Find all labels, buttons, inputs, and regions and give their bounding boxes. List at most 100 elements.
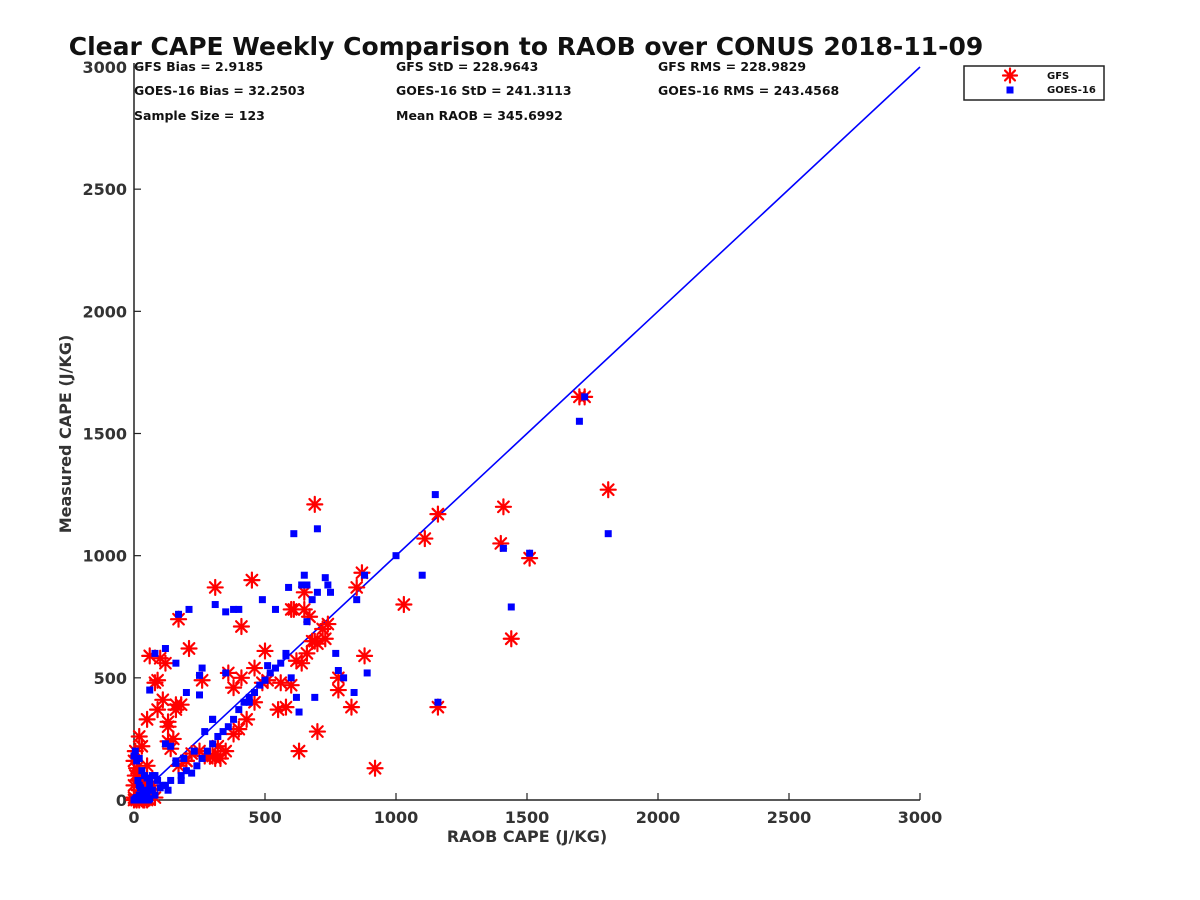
goes-16-point — [251, 688, 259, 696]
gfs-point — [238, 710, 256, 728]
legend-goes-16-label: GOES-16 — [1047, 85, 1096, 96]
y-tick-label: 2500 — [82, 180, 127, 199]
goes-16-point — [277, 659, 285, 667]
goes-16-point — [146, 686, 154, 694]
goes-16-point — [130, 752, 138, 760]
goes-16-point — [135, 781, 143, 789]
gfs-point — [319, 615, 337, 633]
gfs-point — [211, 749, 230, 768]
goes-16-point — [292, 693, 300, 701]
legend-gfs-asterisk — [1001, 67, 1019, 84]
goes-16-point — [146, 776, 154, 784]
gfs-point — [395, 595, 413, 614]
gfs-point — [159, 713, 177, 731]
goes-16-point — [313, 525, 321, 533]
goes-16-point — [161, 740, 169, 748]
legend-goes-16-marker — [1006, 86, 1014, 94]
y-axis-ticks: 0 500 1000 1500 2000 2500 3000 — [82, 58, 141, 810]
goes-16-point — [198, 664, 206, 672]
x-axis-label: RAOB CAPE (J/KG) — [447, 827, 607, 846]
gfs-point — [293, 654, 311, 672]
x-tick-label: 500 — [248, 808, 281, 827]
goes-16-point — [240, 698, 248, 706]
goes-16-point — [392, 552, 400, 560]
gfs-point — [306, 632, 324, 650]
goes-16-point — [222, 669, 230, 677]
gfs-point — [277, 698, 295, 716]
goes-16-point — [224, 723, 232, 731]
y-tick-label: 1000 — [82, 547, 127, 566]
y-axis-label: Measured CAPE (J/KG) — [56, 335, 75, 534]
goes-16-point — [334, 667, 342, 675]
stat-goes-rms: GOES-16 RMS = 243.4568 — [658, 83, 839, 98]
chart-title: Clear CAPE Weekly Comparison to RAOB ove… — [69, 32, 984, 61]
goes-16-point — [261, 676, 269, 684]
gfs-point — [599, 481, 617, 499]
goes-16-point — [431, 491, 439, 499]
legend-goes-16-square — [1006, 86, 1014, 94]
gfs-point — [167, 700, 185, 719]
goes-16-point — [146, 781, 154, 789]
stat-sample-size: Sample Size = 123 — [134, 108, 265, 123]
gfs-point — [206, 578, 224, 597]
goes-16-point — [256, 681, 264, 689]
gfs-point — [245, 659, 264, 677]
goes-16-point — [361, 571, 369, 579]
gfs-point — [243, 571, 261, 589]
goes-16-point — [604, 530, 612, 538]
gfs-point — [494, 498, 513, 516]
stats-box: GFS Bias = 2.9185 GFS StD = 228.9643 GFS… — [134, 59, 839, 123]
goes-16-point — [303, 581, 311, 589]
goes-16-point — [507, 603, 515, 611]
goes-16-point — [434, 698, 442, 706]
goes-16-point — [418, 571, 426, 579]
goes-16-point — [148, 772, 156, 780]
gfs-point — [306, 495, 324, 513]
y-tick-label: 0 — [116, 791, 127, 810]
gfs-point — [230, 720, 248, 738]
gfs-point — [348, 578, 366, 597]
gfs-point — [180, 639, 198, 658]
legend-box — [963, 65, 1105, 101]
x-tick-label: 1500 — [505, 808, 550, 827]
goes-16-point — [161, 645, 169, 653]
goes-16-point — [164, 786, 172, 794]
series-goes-16 — [130, 393, 612, 804]
goes-16-point — [167, 776, 175, 784]
y-tick-label: 1500 — [82, 425, 127, 444]
y-tick-label: 500 — [94, 669, 127, 688]
gfs-point — [355, 647, 374, 665]
gfs-point — [298, 644, 316, 663]
goes-16-point — [172, 757, 180, 765]
goes-16-point — [581, 393, 589, 401]
goes-16-point — [131, 747, 139, 755]
goes-16-point — [324, 581, 332, 589]
gfs-point — [416, 529, 434, 548]
goes-16-point — [148, 786, 156, 794]
goes-16-point — [196, 671, 203, 679]
gfs-point — [130, 727, 148, 746]
goes-16-point — [140, 789, 148, 797]
goes-16-point — [203, 747, 211, 755]
gfs-point — [146, 674, 164, 692]
goes-16-point — [138, 767, 146, 775]
goes-16-point — [271, 605, 279, 613]
x-tick-label: 3000 — [898, 808, 943, 827]
goes-16-point — [177, 776, 185, 784]
goes-16-point — [526, 549, 534, 557]
goes-16-point — [300, 571, 308, 579]
x-tick-label: 2500 — [767, 808, 812, 827]
goes-16-point — [159, 781, 167, 789]
goes-16-point — [290, 530, 298, 538]
goes-16-point — [235, 605, 243, 613]
goes-16-point — [214, 732, 222, 740]
gfs-point — [290, 742, 308, 760]
goes-16-point — [271, 664, 279, 672]
goes-16-point — [134, 776, 142, 784]
gfs-point — [329, 681, 347, 699]
goes-16-point — [308, 596, 316, 604]
goes-16-point — [209, 740, 217, 748]
goes-16-point — [154, 776, 162, 784]
x-axis-ticks: 0 500 1000 1500 2000 2500 3000 — [128, 793, 942, 827]
